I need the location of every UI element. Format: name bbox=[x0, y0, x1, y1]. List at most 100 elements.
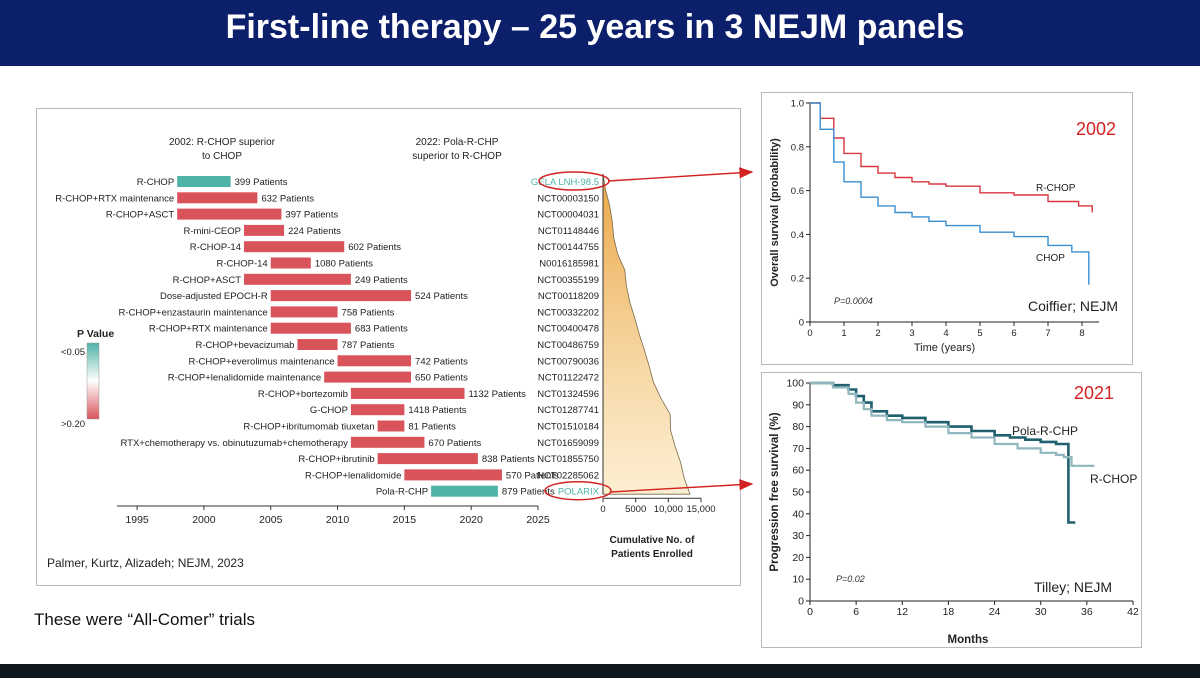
trial-name: R-CHOP-14 bbox=[190, 242, 241, 253]
trial-bar bbox=[377, 420, 405, 432]
trial-name: R-CHOP+ASCT bbox=[173, 275, 242, 286]
cumulative-tick-label: 0 bbox=[600, 504, 605, 515]
pvalue-2002: P=0.0004 bbox=[834, 296, 873, 306]
trial-patients: 524 Patients bbox=[415, 291, 468, 302]
os-curve-panel-2002: 0 1 2 3 4 5 6 7 8 0 0.2 0.4 0.6 0.8 1.0 Overall surviva… bbox=[761, 92, 1133, 365]
trial-nct: NCT01510184 bbox=[537, 422, 599, 433]
x-tick-label: 42 bbox=[1127, 606, 1139, 618]
survival-curve-r-chop bbox=[810, 102, 1093, 213]
trial-bar bbox=[177, 176, 231, 187]
trial-patients: 838 Patients bbox=[482, 454, 535, 465]
trial-name: R-mini-CEOP bbox=[183, 226, 241, 237]
trial-bar bbox=[177, 192, 258, 204]
trial-patients: 249 Patients bbox=[355, 275, 408, 286]
pvalue-2021: P=0.02 bbox=[836, 574, 865, 584]
survival-curve-chop bbox=[810, 102, 1090, 285]
x-tick-label: 6 bbox=[1011, 328, 1016, 339]
trial-bar bbox=[350, 436, 425, 448]
year-tick-label: 2000 bbox=[192, 514, 216, 526]
trial-nct: NCT00486759 bbox=[537, 340, 599, 351]
trial-patients: 758 Patients bbox=[342, 307, 395, 318]
trial-name: R-CHOP+enzastaurin maintenance bbox=[119, 307, 268, 318]
trial-patients: 632 Patients bbox=[261, 193, 314, 204]
trial-bar bbox=[377, 453, 478, 465]
pvalue-legend-high: >0.20 bbox=[61, 419, 85, 430]
year-tick-label: 2025 bbox=[526, 514, 550, 526]
x-tick-label: 7 bbox=[1045, 328, 1050, 339]
trial-nct: GELA LNH-98.5 bbox=[531, 177, 599, 188]
y-tick-label: 0 bbox=[799, 318, 804, 329]
x-tick-label: 24 bbox=[989, 606, 1001, 618]
trial-nct: NCT00332202 bbox=[537, 307, 599, 318]
y-tick-label: 30 bbox=[792, 530, 804, 542]
trial-bar bbox=[244, 224, 285, 236]
trial-name: R-CHOP+ibritumomab tiuxetan bbox=[243, 422, 374, 433]
y-tick-label: 90 bbox=[792, 399, 804, 411]
trial-bar bbox=[324, 371, 412, 383]
trial-nct: NCT01659099 bbox=[537, 438, 599, 449]
x-tick-label: 2 bbox=[875, 328, 880, 339]
pvalue-legend-bar bbox=[86, 342, 100, 420]
cumulative-enrollment-area bbox=[602, 173, 691, 495]
trial-patients: 683 Patients bbox=[355, 324, 408, 335]
year-tick-label: 2005 bbox=[259, 514, 283, 526]
trial-bar bbox=[244, 241, 345, 253]
trial-nct: NCT01855750 bbox=[537, 454, 599, 465]
x-tick-label: 0 bbox=[807, 328, 812, 339]
series-label-rchop: R-CHOP bbox=[1090, 472, 1137, 486]
cumulative-tick-label: 15,000 bbox=[686, 504, 715, 515]
trial-nct: NCT00144755 bbox=[537, 242, 599, 253]
series-label-rchop: R-CHOP bbox=[1036, 183, 1076, 194]
y-axis-label: Progression free survival (%) bbox=[769, 412, 781, 571]
trial-patients: 1132 Patients bbox=[469, 389, 527, 400]
trial-patients: 1418 Patients bbox=[408, 405, 466, 416]
trial-name: Dose-adjusted EPOCH-R bbox=[160, 291, 268, 302]
x-tick-label: 1 bbox=[841, 328, 846, 339]
trial-bar bbox=[270, 306, 338, 318]
trial-bar bbox=[404, 469, 502, 481]
note-2022-line1: 2022: Pola-R-CHP bbox=[416, 137, 499, 148]
y-tick-label: 100 bbox=[786, 378, 804, 390]
trial-name: R-CHOP+everolimus maintenance bbox=[189, 356, 335, 367]
trial-patients: 670 Patients bbox=[428, 438, 481, 449]
trial-name: R-CHOP+bortezomib bbox=[258, 389, 348, 400]
y-tick-label: 10 bbox=[792, 574, 804, 586]
pvalue-legend-title: P Value bbox=[77, 328, 114, 340]
note-2002-line1: 2002: R-CHOP superior bbox=[169, 137, 276, 148]
x-tick-label: 8 bbox=[1079, 328, 1084, 339]
y-tick-label: 0.4 bbox=[791, 230, 804, 241]
pvalue-legend-low: <0.05 bbox=[61, 347, 85, 358]
pfs-curve-panel-2021: 0 6 12 18 24 30 36 42 0 10 20 30 40 50 60 70 80 90 100 Prog… bbox=[761, 372, 1142, 648]
trial-name: R-CHOP+bevacizumab bbox=[195, 340, 294, 351]
trial-patients: 397 Patients bbox=[285, 210, 338, 221]
trial-patients: 570 Patients bbox=[506, 470, 559, 481]
x-tick-label: 4 bbox=[943, 328, 948, 339]
trial-patients: 879 Patients bbox=[502, 487, 555, 498]
year-label-2021: 2021 bbox=[1074, 383, 1114, 403]
y-tick-label: 60 bbox=[792, 465, 804, 477]
trial-name: G-CHOP bbox=[310, 405, 348, 416]
y-tick-label: 0 bbox=[798, 596, 804, 608]
cumulative-label-line2: Patients Enrolled bbox=[611, 549, 693, 560]
note-2022-line2: superior to R-CHOP bbox=[412, 151, 502, 162]
source-2002: Coiffier; NEJM bbox=[1028, 298, 1118, 314]
x-tick-label: 3 bbox=[909, 328, 914, 339]
y-tick-label: 50 bbox=[792, 487, 804, 499]
trial-patients: 602 Patients bbox=[348, 242, 401, 253]
trials-timeline-panel: 2002: R-CHOP superior to CHOP 2022: Pola-R… bbox=[36, 108, 741, 586]
trial-name: RTX+chemotherapy vs. obinutuzumab+chemot… bbox=[120, 438, 348, 449]
y-tick-label: 0.8 bbox=[791, 142, 804, 153]
trial-name: R-CHOP+RTX maintenance bbox=[149, 324, 268, 335]
x-tick-label: 6 bbox=[853, 606, 859, 618]
trial-patients: 650 Patients bbox=[415, 373, 468, 384]
os-curve-chart: 0 1 2 3 4 5 6 7 8 0 0.2 0.4 0.6 0.8 1.0 Overall surviva… bbox=[769, 99, 1118, 355]
trial-nct: NCT00790036 bbox=[537, 356, 599, 367]
trial-bar bbox=[270, 322, 351, 334]
year-tick-label: 2010 bbox=[326, 514, 350, 526]
trial-name: R-CHOP bbox=[137, 177, 174, 188]
trial-nct: NCT01148446 bbox=[538, 226, 599, 237]
trial-name: R-CHOP+RTX maintenance bbox=[55, 193, 174, 204]
trial-bar bbox=[270, 257, 311, 269]
trial-name: R-CHOP+ibrutinib bbox=[298, 454, 374, 465]
